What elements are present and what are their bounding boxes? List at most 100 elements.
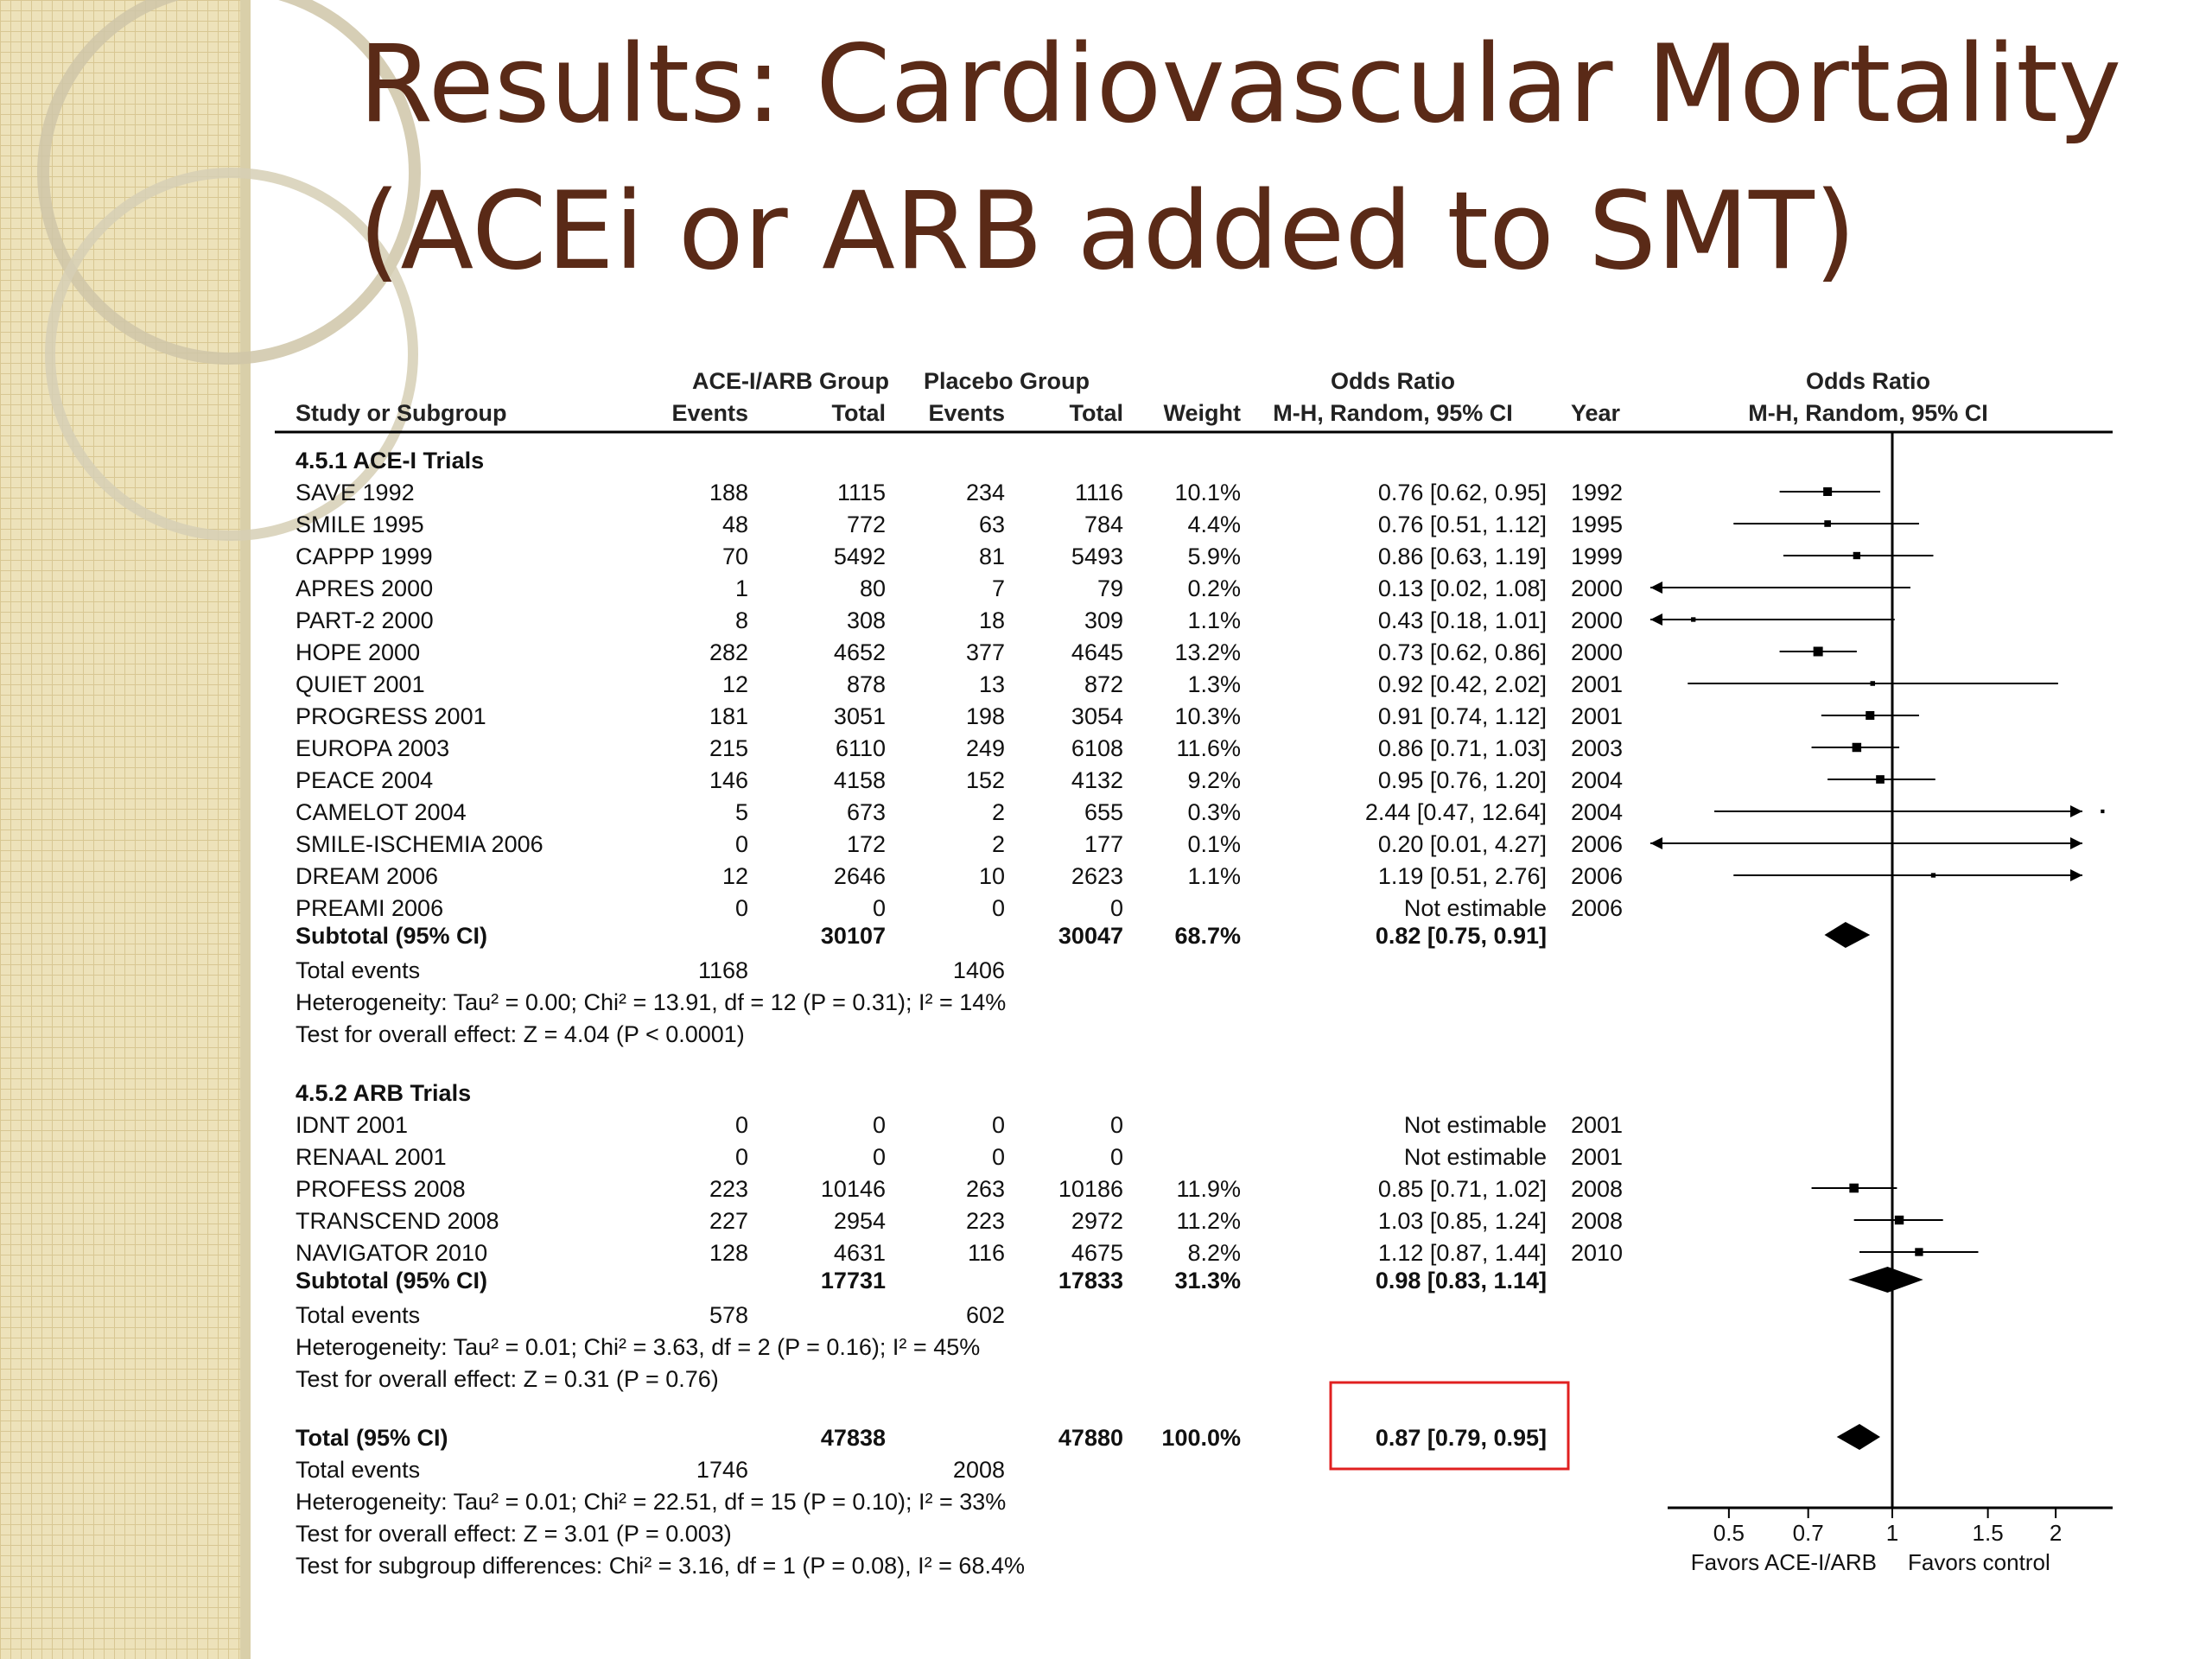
header-or-col: Odds Ratio (1331, 368, 1455, 394)
cell-c-ev: 2 (992, 831, 1005, 857)
slide-title-line-1: Results: Cardiovascular Mortality (359, 22, 2121, 147)
cell-weight: 4.4% (1187, 512, 1241, 537)
cell-c-ev: 0 (992, 1112, 1005, 1138)
study-name: EUROPA 2003 (296, 735, 449, 761)
study-year: 2000 (1571, 607, 1623, 633)
study-name: SAVE 1992 (296, 480, 415, 505)
study-name: Total events (296, 957, 420, 983)
cell-c-tot: 872 (1084, 671, 1123, 697)
table-row: SAVE 1992 188 1115 234 1116 10.1% 0.76 [0.62, … (296, 480, 1623, 505)
table-row: HOPE 2000 282 4652 377 4645 13.2% 0.73 [0.62, … (296, 639, 1623, 665)
study-name: IDNT 2001 (296, 1112, 408, 1138)
cell-weight: 9.2% (1187, 767, 1241, 793)
table-row: Subtotal (95% CI) 30107 30047 68.7% 0.82 [0.… (296, 923, 1547, 949)
cell-c-ev: 63 (979, 512, 1005, 537)
cell-e-ev: 12 (722, 863, 748, 889)
study-name: Total (95% CI) (296, 1425, 448, 1451)
cell-e-ev: 1 (735, 575, 748, 601)
cell-c-ev: 7 (992, 575, 1005, 601)
cell-c-ev: 0 (992, 1144, 1005, 1170)
point-estimate-square (1876, 775, 1885, 784)
cell-e-tot: 6110 (836, 735, 886, 761)
odds-ratio-ci: 0.86 [0.63, 1.19] (1378, 543, 1547, 569)
cell-c-tot: 4645 (1071, 639, 1123, 665)
cell-c-ev: 0 (992, 895, 1005, 921)
cell-e-tot: 3051 (834, 703, 886, 729)
subgroup-heading: 4.5.2 ARB Trials (296, 1080, 471, 1106)
cell-e-tot: 0 (873, 895, 886, 921)
cell-weight: 8.2% (1187, 1240, 1241, 1266)
cell-c-tot: 0 (1110, 895, 1123, 921)
cell-e-tot: 772 (847, 512, 886, 537)
cell-c-tot: 784 (1084, 512, 1123, 537)
cell-c-tot: 1116 (1075, 480, 1123, 505)
point-estimate-square (1823, 487, 1833, 496)
odds-ratio-ci: 0.95 [0.76, 1.20] (1378, 767, 1547, 793)
study-name: APRES 2000 (296, 575, 433, 601)
study-year: 2008 (1571, 1176, 1623, 1202)
cell-c-ev: 602 (966, 1302, 1005, 1328)
forest-plot: 0.5 0.7 1 1.5 2 Favors ACE-I/ARB Favors contro… (1650, 432, 2113, 1575)
table-row: PREAMI 2006 0 0 0 0 Not estimable 2006 (296, 895, 1623, 921)
cell-weight: 11.2% (1176, 1208, 1241, 1234)
table-row: Total events 1746 2008 (296, 1457, 1005, 1483)
study-name: SMILE 1995 (296, 512, 424, 537)
cell-weight: 0.3% (1187, 799, 1241, 825)
cell-e-ev: 0 (735, 1112, 748, 1138)
cell-weight: 10.3% (1174, 703, 1241, 729)
cell-e-tot: 30107 (821, 923, 886, 949)
pooled-estimate-diamond (1824, 922, 1871, 948)
header-weight: Weight (1164, 400, 1242, 426)
cell-c-tot: 3054 (1071, 703, 1123, 729)
study-year: 2001 (1571, 671, 1623, 697)
cell-c-ev: 2008 (953, 1457, 1005, 1483)
header-ctrl-group: Placebo Group (924, 368, 1090, 394)
study-year: 2004 (1571, 799, 1623, 825)
study-name: HOPE 2000 (296, 639, 420, 665)
table-row: Heterogeneity: Tau² = 0.00; Chi² = 13.91… (296, 989, 1006, 1015)
cell-e-ev: 1168 (698, 957, 748, 983)
study-year: 2010 (1571, 1240, 1623, 1266)
ci-arrow (1650, 837, 1662, 849)
odds-ratio-ci: Not estimable (1404, 895, 1547, 921)
cell-e-tot: 2954 (834, 1208, 886, 1234)
study-name: CAPPP 1999 (296, 543, 433, 569)
cell-e-ev: 227 (709, 1208, 748, 1234)
cell-weight: 68.7% (1174, 923, 1241, 949)
table-row: PART-2 2000 8 308 18 309 1.1% 0.43 [0.18, 1.01… (296, 607, 1623, 633)
table-row: APRES 2000 1 80 7 79 0.2% 0.13 [0.02, 1.08] 200… (296, 575, 1623, 601)
table-row: DREAM 2006 12 2646 10 2623 1.1% 1.19 [0.51, 2.… (296, 863, 1623, 889)
table-row: Heterogeneity: Tau² = 0.01; Chi² = 3.63,… (296, 1334, 980, 1360)
cell-e-ev: 1746 (696, 1457, 748, 1483)
statistics-line: Heterogeneity: Tau² = 0.01; Chi² = 22.51… (296, 1489, 1006, 1515)
table-row: Test for subgroup differences: Chi² = 3.… (296, 1553, 1025, 1579)
table-row: QUIET 2001 12 878 13 872 1.3% 0.92 [0.42, 2.02… (296, 671, 1623, 697)
odds-ratio-ci: 0.13 [0.02, 1.08] (1378, 575, 1547, 601)
cell-weight: 0.2% (1187, 575, 1241, 601)
cell-c-tot: 177 (1084, 831, 1123, 857)
odds-ratio-ci: 0.92 [0.42, 2.02] (1378, 671, 1547, 697)
cell-c-ev: 116 (968, 1240, 1005, 1266)
cell-c-ev: 1406 (953, 957, 1005, 983)
cell-c-ev: 234 (966, 480, 1005, 505)
cell-e-tot: 172 (847, 831, 886, 857)
odds-ratio-ci: Not estimable (1404, 1144, 1547, 1170)
cell-c-tot: 5493 (1071, 543, 1123, 569)
cell-e-ev: 12 (722, 671, 748, 697)
odds-ratio-ci: 0.98 [0.83, 1.14] (1376, 1268, 1547, 1294)
table-row: Heterogeneity: Tau² = 0.01; Chi² = 22.51… (296, 1489, 1006, 1515)
odds-ratio-ci: 0.91 [0.74, 1.12] (1378, 703, 1547, 729)
cell-c-ev: 10 (979, 863, 1005, 889)
cell-weight: 13.2% (1174, 639, 1241, 665)
table-row: Total (95% CI) 47838 47880 100.0% 0.87 [0.79… (296, 1425, 1547, 1451)
cell-c-ev: 13 (979, 671, 1005, 697)
header-ctrl-total: Total (1070, 400, 1124, 426)
study-name: RENAAL 2001 (296, 1144, 447, 1170)
point-estimate-square (1849, 1183, 1859, 1193)
ci-arrow (2070, 869, 2082, 881)
cell-c-tot: 4675 (1071, 1240, 1123, 1266)
statistics-line: Test for overall effect: Z = 0.31 (P = 0… (296, 1366, 719, 1392)
study-year: 2008 (1571, 1208, 1623, 1234)
cell-c-tot: 30047 (1058, 923, 1123, 949)
